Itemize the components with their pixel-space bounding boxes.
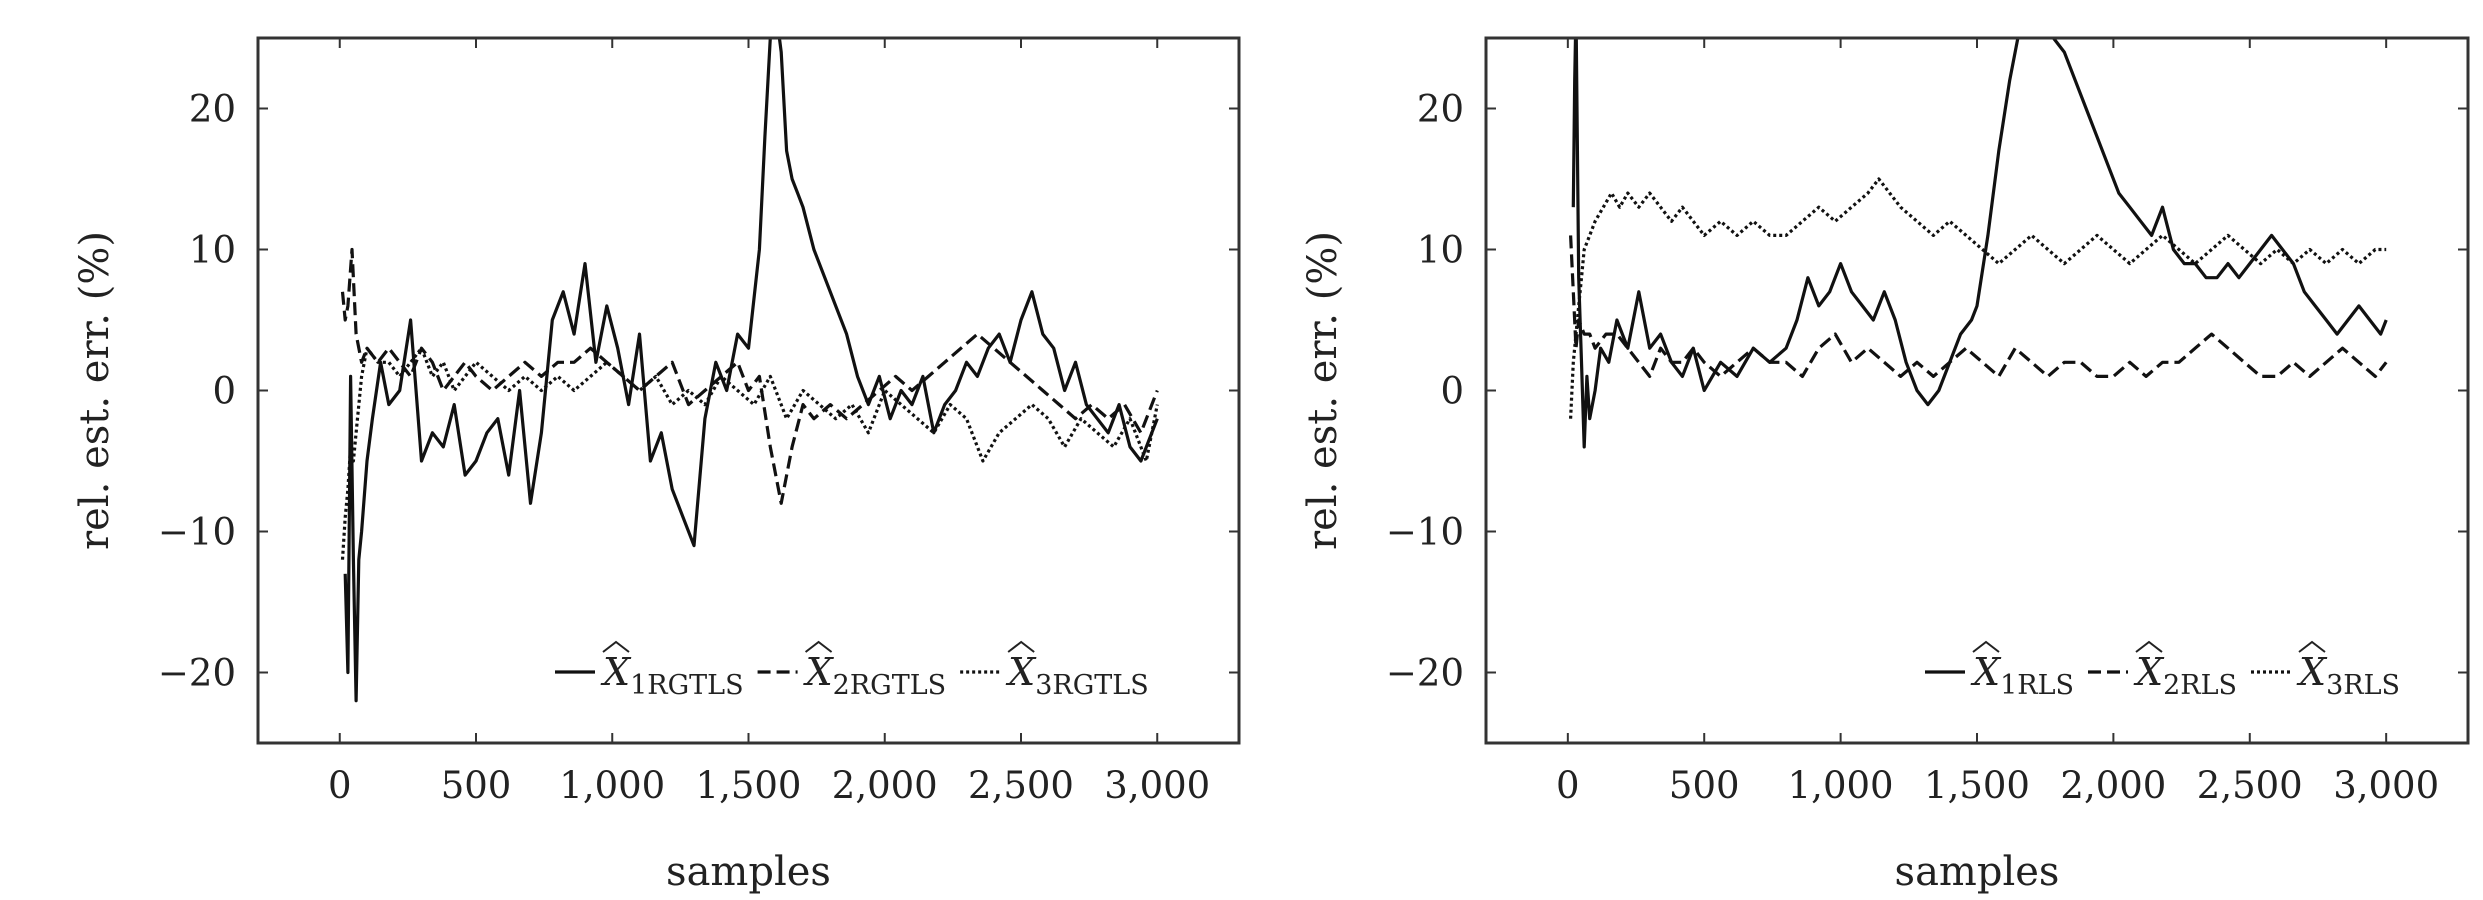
y-tick-label: 10 (1417, 229, 1464, 272)
x-tick-label: 0 (328, 764, 352, 807)
legend-symbol: X (2296, 650, 2328, 694)
series-line-2 (340, 247, 1159, 505)
legend-entry-3: X3RLS (2296, 650, 2400, 701)
series-line-3 (1569, 177, 2387, 419)
x-tick-label: 1,500 (1924, 764, 2030, 807)
legend-subscript: 1RLS (2000, 670, 2074, 701)
legend-subscript: 3RGTLS (1035, 670, 1149, 701)
series-line-3 (340, 346, 1159, 560)
y-tick-label: 20 (1417, 88, 1464, 131)
plot-frame (256, 36, 1241, 745)
legend-symbol: X (1970, 650, 2002, 694)
legend-entry-2: X2RGTLS (803, 650, 947, 701)
y-tick-label: −20 (1386, 652, 1464, 695)
chart-panel-2: 0 500 1,000 1,500 2,000 2,500 3,000 −20 −10 0 10 20… (1300, 36, 2470, 895)
series-line-1 (343, 38, 1159, 703)
legend-entry-2: X2RLS (2133, 650, 2237, 701)
chart-panel-1: 0 500 1,000 1,500 2,000 2,500 3,000 −20 −10 0 10 20… (72, 36, 1241, 895)
x-axis-title: samples (1895, 849, 2060, 895)
series-line-1 (1571, 38, 2388, 449)
x-tick-label: 1,000 (1788, 764, 1894, 807)
y-tick-label: −10 (158, 511, 236, 554)
legend-subscript: 3RLS (2326, 670, 2400, 701)
legend-symbol: X (2133, 650, 2165, 694)
x-tick-label: 3,000 (1104, 764, 1210, 807)
y-tick-label: −20 (158, 652, 236, 695)
series-line-2 (1569, 235, 2388, 378)
x-tick-label: 500 (441, 764, 512, 807)
y-tick-label: −10 (1386, 511, 1464, 554)
y-tick-label: 20 (189, 88, 236, 131)
legend-entry-3: X3RGTLS (1005, 650, 1149, 701)
legend-entry-1: X1RLS (1970, 650, 2074, 701)
y-tick-label: 0 (212, 370, 236, 413)
y-axis-title: rel. est. err. (%) (72, 231, 118, 550)
x-axis-title: samples (666, 849, 831, 895)
legend-subscript: 1RGTLS (630, 670, 744, 701)
legend-hat (602, 640, 630, 653)
x-tick-label: 0 (1556, 764, 1580, 807)
x-tick-label: 2,000 (832, 764, 938, 807)
series-lines (1569, 38, 2388, 449)
legend-symbol: X (803, 650, 835, 694)
series-lines (340, 38, 1159, 703)
y-tick-label: 0 (1440, 370, 1464, 413)
legend: X1RLS X2RLS X3RLS (1925, 640, 2400, 701)
plot-frame (1484, 36, 2470, 745)
legend-symbol: X (600, 650, 632, 694)
legend: X1RGTLS X2RGTLS X3RGTLS (555, 640, 1149, 701)
y-tick-label: 10 (189, 229, 236, 272)
x-tick-label: 2,000 (2060, 764, 2166, 807)
x-tick-label: 3,000 (2333, 764, 2439, 807)
x-tick-label: 2,500 (968, 764, 1074, 807)
legend-subscript: 2RGTLS (833, 670, 947, 701)
x-tick-label: 1,000 (559, 764, 665, 807)
legend-symbol: X (1005, 650, 1037, 694)
legend-hat (2298, 640, 2326, 653)
legend-subscript: 2RLS (2163, 670, 2237, 701)
x-tick-label: 1,500 (696, 764, 802, 807)
x-tick-label: 2,500 (2197, 764, 2303, 807)
legend-hat (804, 640, 833, 653)
legend-hat (2135, 640, 2163, 653)
legend-hat (1972, 640, 2000, 653)
x-tick-label: 500 (1669, 764, 1740, 807)
legend-entry-1: X1RGTLS (600, 650, 744, 701)
legend-hat (1007, 640, 1035, 653)
y-axis-title: rel. est. err. (%) (1300, 231, 1346, 550)
